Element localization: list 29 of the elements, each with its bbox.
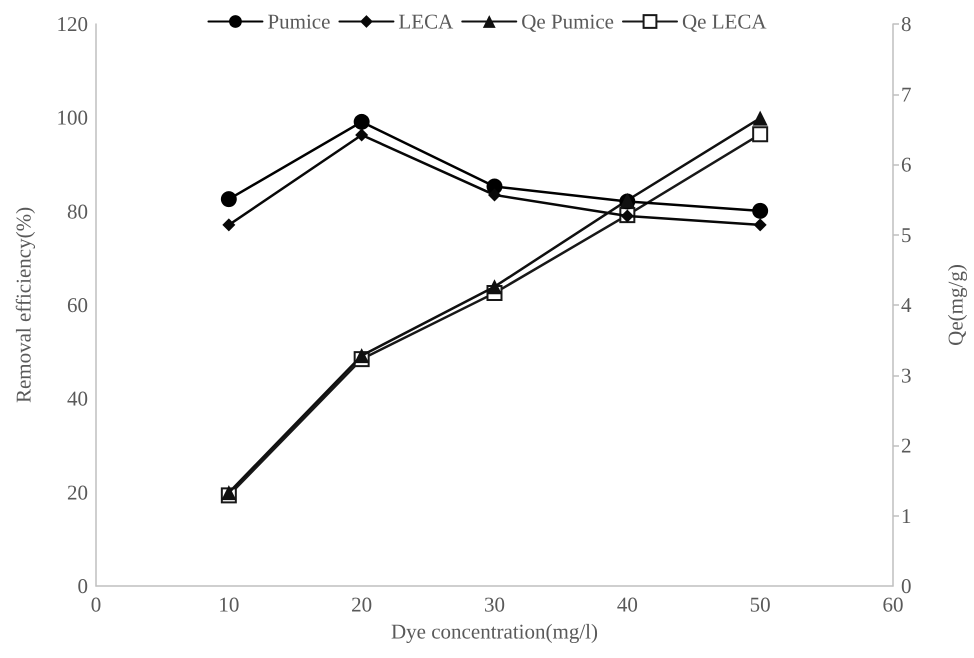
y2-tick-label: 1 — [901, 504, 912, 528]
y2-tick-label: 4 — [901, 293, 912, 317]
y-tick-label: 40 — [67, 386, 88, 411]
y-axis-title: Removal efficiency(%) — [12, 206, 36, 404]
y-tick-label: 20 — [67, 480, 88, 504]
legend-label: Qe LECA — [682, 10, 768, 34]
x-tick-label: 10 — [218, 592, 240, 616]
y-tick-label: 0 — [78, 574, 88, 598]
y2-tick-label: 7 — [901, 82, 912, 106]
x-tick-label: 60 — [882, 592, 904, 616]
y2-tick-label: 2 — [901, 434, 912, 458]
y2-tick-label: 8 — [901, 12, 912, 36]
y2-tick-label: 5 — [901, 222, 912, 247]
legend-label: Pumice — [267, 10, 330, 34]
y2-tick-label: 6 — [901, 152, 912, 176]
legend-label: Qe Pumice — [521, 10, 614, 34]
y-tick-label: 120 — [56, 12, 88, 36]
y2-axis-title: Qe(mg/g) — [944, 264, 968, 346]
y-tick-label: 100 — [56, 106, 88, 130]
legend-label: LECA — [398, 10, 454, 34]
y2-tick-label: 3 — [901, 363, 912, 388]
y2-tick-label: 0 — [901, 574, 912, 598]
x-tick-label: 30 — [484, 592, 505, 616]
x-tick-label: 20 — [351, 592, 372, 616]
x-tick-label: 40 — [616, 592, 638, 616]
y-tick-label: 80 — [67, 199, 88, 224]
x-tick-label: 50 — [750, 592, 771, 616]
x-axis-title: Dye concentration(mg/l) — [390, 620, 598, 644]
y-tick-label: 60 — [67, 293, 88, 317]
